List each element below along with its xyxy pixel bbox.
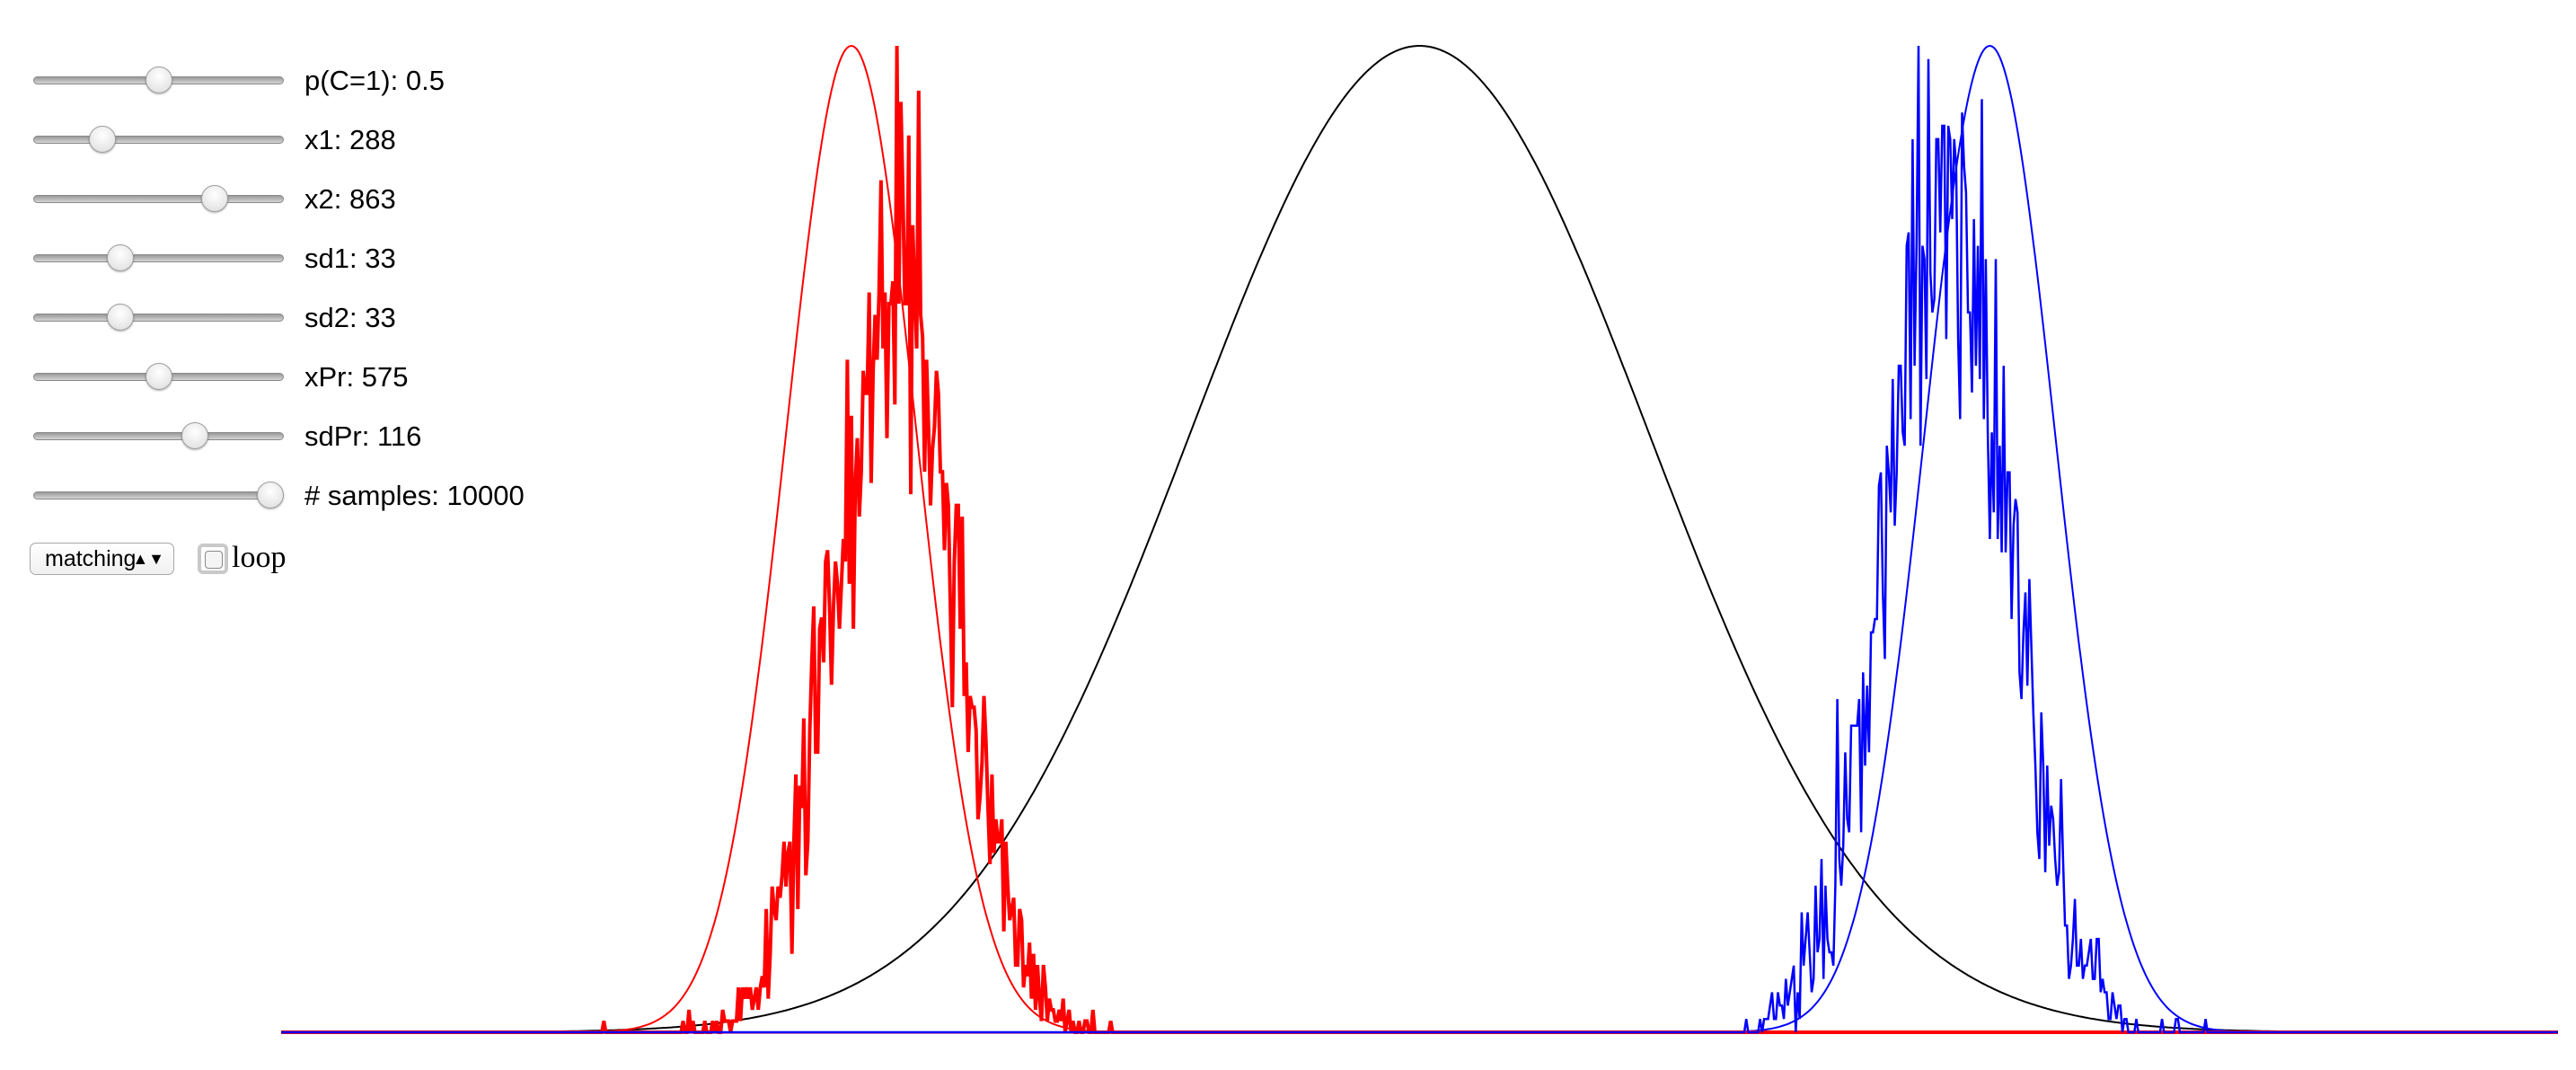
slider-label: # samples: 10000	[304, 478, 525, 514]
slider-name: sdPr:	[304, 420, 370, 452]
slider-track[interactable]	[33, 432, 284, 440]
slider-label: x1: 288	[304, 122, 396, 158]
checkbox-box	[205, 551, 223, 569]
slider-value: 116	[376, 420, 422, 452]
mode-text: matching	[45, 546, 137, 571]
class2-histogram	[281, 45, 2558, 1034]
slider-track[interactable]	[33, 491, 284, 500]
slider-value: 10000	[446, 480, 525, 511]
slider-label: xPr: 575	[304, 359, 408, 395]
slider-thumb[interactable]	[107, 244, 135, 271]
slider-name: p(C=1):	[304, 65, 399, 96]
slider-value: 575	[361, 361, 409, 393]
slider-name: x1:	[304, 124, 342, 155]
slider-row: x2: 863	[33, 181, 662, 217]
slider-thumb[interactable]	[145, 66, 172, 93]
slider-label: sd2: 33	[304, 300, 396, 336]
slider-label: p(C=1): 0.5	[304, 63, 445, 99]
slider-thumb[interactable]	[145, 363, 172, 390]
slider-value: 33	[365, 302, 396, 333]
slider-name: sd2:	[304, 302, 357, 333]
slider-thumb[interactable]	[181, 422, 209, 449]
loop-checkbox[interactable]	[198, 544, 228, 574]
slider-row: sd1: 33	[33, 241, 662, 277]
slider-row: # samples: 10000	[33, 478, 662, 514]
slider-row: p(C=1): 0.5	[33, 63, 662, 99]
slider-track[interactable]	[33, 254, 284, 262]
slider-row: sd2: 33	[33, 300, 662, 336]
slider-thumb[interactable]	[89, 126, 117, 153]
slider-row: x1: 288	[33, 122, 662, 158]
slider-name: x2:	[304, 183, 342, 215]
slider-label: sdPr: 116	[304, 419, 421, 455]
slider-name: xPr:	[304, 361, 355, 393]
slider-track[interactable]	[33, 195, 284, 203]
slider-value: 0.5	[405, 65, 445, 96]
slider-value: 33	[365, 243, 396, 274]
slider-label: sd1: 33	[304, 241, 396, 277]
slider-row: sdPr: 116	[33, 419, 662, 455]
slider-name: # samples:	[304, 480, 439, 511]
mode-select[interactable]: matching ▲▼	[30, 543, 174, 575]
slider-thumb[interactable]	[200, 185, 228, 212]
slider-name: sd1:	[304, 243, 357, 274]
slider-label: x2: 863	[304, 181, 396, 217]
slider-track[interactable]	[33, 136, 284, 144]
slider-row: xPr: 575	[33, 359, 662, 395]
slider-value: 863	[348, 183, 396, 215]
loop-label: loop	[232, 541, 287, 574]
slider-thumb[interactable]	[257, 482, 284, 508]
select-arrows: ▲▼	[132, 550, 164, 568]
slider-thumb[interactable]	[107, 304, 135, 331]
slider-value: 288	[348, 124, 396, 155]
slider-track[interactable]	[33, 314, 284, 322]
